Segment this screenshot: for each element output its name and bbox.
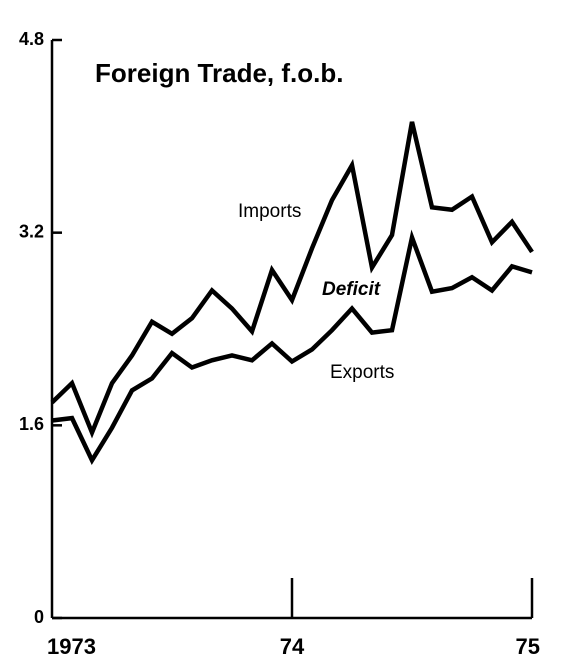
- y-tick-label: 4.8: [19, 29, 44, 49]
- line-series: [50, 121, 534, 439]
- y-tick-label: 1.6: [19, 414, 44, 434]
- y-tick-label: 0: [34, 607, 44, 627]
- series-label: Exports: [330, 362, 394, 383]
- chart-title: Foreign Trade, f.o.b.: [95, 58, 343, 88]
- x-tick-label: 75: [516, 634, 540, 659]
- line-series: [51, 229, 533, 465]
- x-tick-label: 74: [280, 634, 305, 659]
- x-tick-label: 1973: [47, 634, 96, 659]
- y-tick-label: 3.2: [19, 221, 44, 241]
- annotation: Deficit: [322, 279, 381, 300]
- series-label: Imports: [238, 201, 301, 222]
